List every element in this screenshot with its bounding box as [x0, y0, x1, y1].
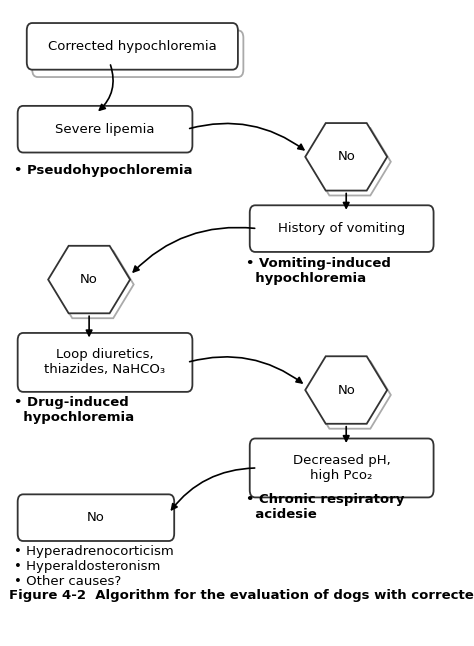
Polygon shape: [48, 245, 130, 313]
Text: History of vomiting: History of vomiting: [278, 222, 405, 235]
FancyBboxPatch shape: [18, 494, 174, 541]
Polygon shape: [305, 357, 387, 424]
Text: Severe lipemia: Severe lipemia: [55, 123, 155, 136]
Text: Decreased pH,
high Pco₂: Decreased pH, high Pco₂: [293, 454, 391, 482]
Text: Figure 4-2  Algorithm for the evaluation of dogs with corrected: Figure 4-2 Algorithm for the evaluation …: [9, 589, 474, 602]
Text: No: No: [87, 511, 105, 524]
Polygon shape: [305, 123, 387, 191]
FancyBboxPatch shape: [18, 333, 192, 392]
Text: No: No: [337, 151, 355, 163]
Text: • Drug-induced
  hypochloremia: • Drug-induced hypochloremia: [14, 396, 134, 424]
Text: • Chronic respiratory
  acidesie: • Chronic respiratory acidesie: [246, 492, 404, 521]
Text: • Vomiting-induced
  hypochloremia: • Vomiting-induced hypochloremia: [246, 257, 391, 285]
FancyBboxPatch shape: [27, 23, 238, 70]
FancyBboxPatch shape: [250, 205, 434, 252]
Text: Loop diuretics,
thiazides, NaHCO₃: Loop diuretics, thiazides, NaHCO₃: [45, 348, 165, 377]
FancyBboxPatch shape: [250, 439, 434, 497]
Text: No: No: [337, 384, 355, 397]
Text: • Hyperadrenocorticism
• Hyperaldosteronism
• Other causes?: • Hyperadrenocorticism • Hyperaldosteron…: [14, 545, 174, 589]
Text: • Pseudohypochloremia: • Pseudohypochloremia: [14, 164, 192, 177]
FancyBboxPatch shape: [18, 106, 192, 152]
Text: Corrected hypochloremia: Corrected hypochloremia: [48, 40, 217, 53]
Text: No: No: [80, 273, 98, 286]
